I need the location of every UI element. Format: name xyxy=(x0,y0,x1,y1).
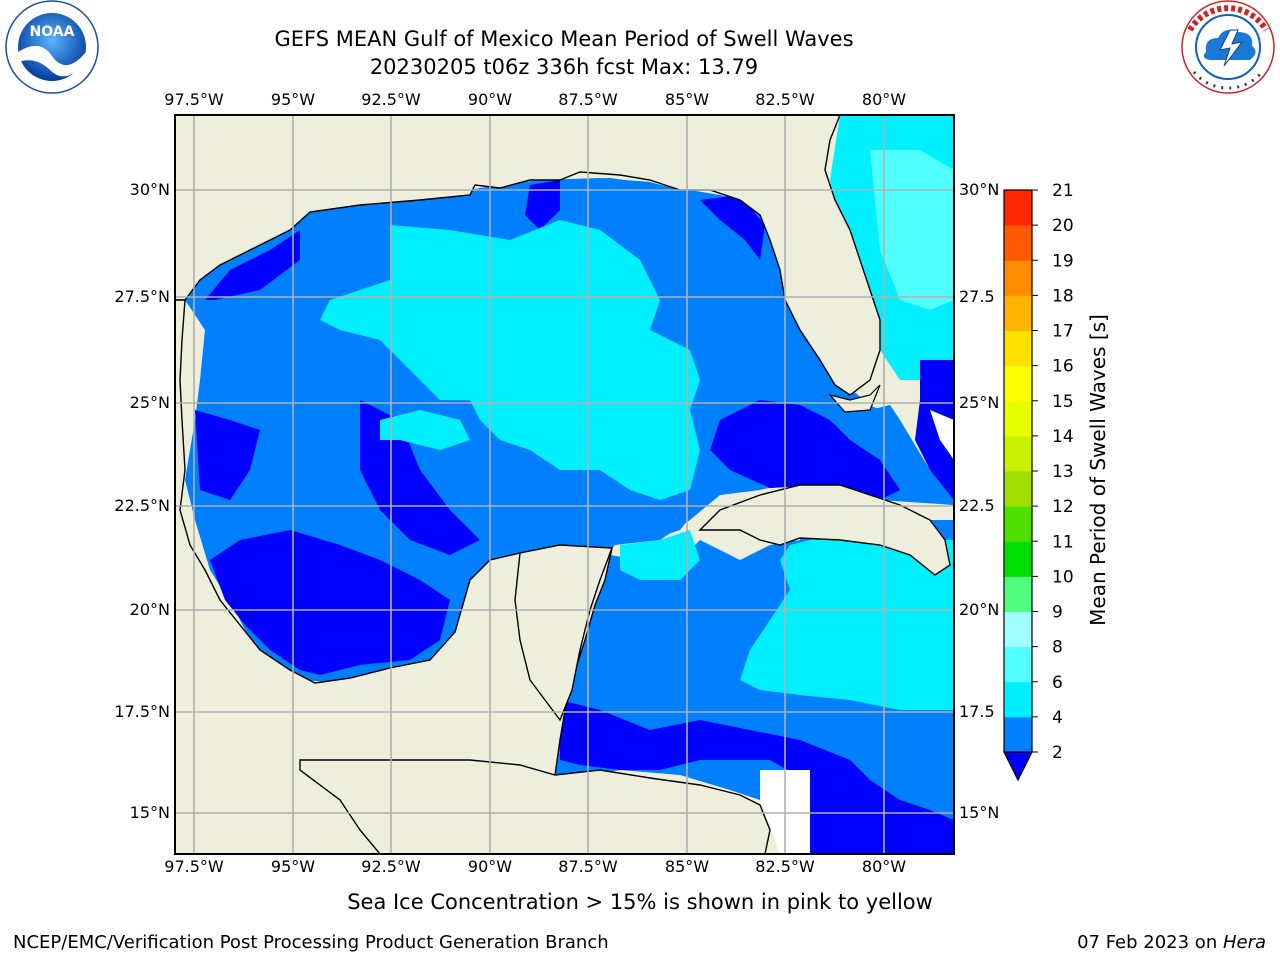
colorbar-tick-label: 20 xyxy=(1052,216,1074,236)
lon-label-top: 95°W xyxy=(270,90,316,109)
swell-dark-nw xyxy=(525,180,560,230)
noaa-logo: NOAA xyxy=(5,0,99,94)
colorbar: 2 4 6 8 9 10 11 12 13 14 15 16 17 18 19 20 21 xyxy=(1003,181,1074,782)
colorbar-tick-label: 12 xyxy=(1052,497,1074,517)
credit-date-text: 07 Feb 2023 on xyxy=(1077,932,1223,953)
swell-cyan-caribbean xyxy=(740,530,954,710)
lon-label-top: 92.5°W xyxy=(361,90,421,109)
lat-label-right: 20°N xyxy=(959,600,1000,619)
nws-logo xyxy=(1181,0,1275,94)
lat-label-left: 27.5°N xyxy=(114,287,170,306)
colorbar-tick-label: 10 xyxy=(1052,567,1074,587)
map-plot-area xyxy=(175,115,954,854)
colorbar-segment xyxy=(1004,471,1032,507)
lon-label-top: 82.5°W xyxy=(755,90,815,109)
lat-label-right: 17.5 xyxy=(959,702,995,721)
lat-label-right: 25°N xyxy=(959,393,1000,412)
colorbar-segment xyxy=(1004,435,1032,472)
lat-label-left: 17.5°N xyxy=(114,702,170,721)
colorbar-tick-label: 13 xyxy=(1052,462,1074,482)
lat-label-right: 15°N xyxy=(959,803,1000,822)
lon-label-bottom: 85°W xyxy=(664,857,710,876)
colorbar-tick-label: 17 xyxy=(1052,322,1074,342)
lon-label-top: 85°W xyxy=(664,90,710,109)
swell-cyan-central xyxy=(320,220,700,500)
lon-label-bottom: 87.5°W xyxy=(558,857,618,876)
colorbar-segment xyxy=(1004,365,1032,402)
lat-label-left: 15°N xyxy=(129,803,170,822)
lon-label-bottom: 90°W xyxy=(467,857,513,876)
colorbar-segment xyxy=(1004,681,1032,718)
colorbar-segment xyxy=(1004,330,1032,367)
lat-label-right: 30°N xyxy=(959,180,1000,199)
colorbar-tick-label: 11 xyxy=(1052,532,1074,552)
colorbar-tick-label: 14 xyxy=(1052,427,1074,447)
colorbar-tick-label: 15 xyxy=(1052,392,1074,412)
colorbar-tick-label: 16 xyxy=(1052,357,1074,377)
chart-subtitle: 20230205 t06z 336h fcst Max: 13.79 xyxy=(369,55,759,79)
lat-label-left: 30°N xyxy=(129,180,170,199)
lon-label-top: 90°W xyxy=(467,90,513,109)
colorbar-segment xyxy=(1004,611,1032,648)
sea-ice-note: Sea Ice Concentration > 15% is shown in … xyxy=(347,890,933,914)
colorbar-tick-label: 19 xyxy=(1052,251,1074,271)
swell-dark-east xyxy=(710,400,900,500)
chart-title: GEFS MEAN Gulf of Mexico Mean Period of … xyxy=(274,27,854,51)
unmasked-area-keys xyxy=(930,410,954,460)
swell-dark-caribbean-south xyxy=(805,780,954,854)
colorbar-segment xyxy=(1004,576,1032,612)
colorbar-segment xyxy=(1004,716,1032,753)
land-florida-keys xyxy=(828,384,881,413)
lon-label-top: 87.5°W xyxy=(558,90,618,109)
colorbar-tick-label: 9 xyxy=(1052,603,1063,623)
colorbar-segment xyxy=(1004,400,1032,437)
colorbar-tick-label: 21 xyxy=(1052,181,1074,201)
lat-label-left: 25°N xyxy=(129,393,170,412)
credit-host: Hera xyxy=(1222,932,1266,953)
colorbar-segment xyxy=(1004,646,1032,683)
colorbar-tick-label: 8 xyxy=(1052,638,1063,658)
lon-label-bottom: 82.5°W xyxy=(755,857,815,876)
swell-cyan-south xyxy=(380,410,470,450)
lon-label-bottom: 97.5°W xyxy=(164,857,224,876)
swell-atlantic-dark xyxy=(915,360,954,500)
colorbar-under-arrow xyxy=(1003,751,1033,782)
gridlines xyxy=(175,115,954,854)
colorbar-tick-label: 18 xyxy=(1052,286,1074,306)
lon-label-top: 97.5°W xyxy=(164,90,224,109)
colorbar-segment xyxy=(1004,225,1032,261)
colorbar-segment xyxy=(1004,506,1032,542)
lon-label-bottom: 80°W xyxy=(861,857,907,876)
land-central-america xyxy=(299,759,771,854)
swell-dark-south xyxy=(210,530,450,675)
map-frame xyxy=(174,114,955,855)
lon-label-top: 80°W xyxy=(861,90,907,109)
credit-date: 07 Feb 2023 on Hera xyxy=(1077,932,1266,953)
colorbar-segment xyxy=(1004,260,1032,296)
lon-label-bottom: 95°W xyxy=(270,857,316,876)
colorbar-label: Mean Period of Swell Waves [s] xyxy=(1086,314,1110,626)
swell-cyan-yucatan xyxy=(620,530,700,580)
credit-branch: NCEP/EMC/Verification Post Processing Pr… xyxy=(13,932,609,953)
lat-label-left: 22.5°N xyxy=(114,496,170,515)
lat-label-right: 22.5 xyxy=(959,496,995,515)
colorbar-tick-label: 2 xyxy=(1052,743,1063,763)
colorbar-segment xyxy=(1004,190,1032,226)
land-cuba xyxy=(698,484,951,576)
lon-label-bottom: 92.5°W xyxy=(361,857,421,876)
swell-dark-west xyxy=(205,230,300,300)
noaa-logo-text: NOAA xyxy=(30,24,75,40)
swell-dark-sw xyxy=(195,410,260,500)
colorbar-segment xyxy=(1004,295,1032,331)
colorbar-tick-label: 4 xyxy=(1052,708,1063,728)
colorbar-tick-label: 6 xyxy=(1052,673,1063,693)
colorbar-segment xyxy=(1004,541,1032,577)
land-us-south xyxy=(175,115,881,396)
lat-label-right: 27.5 xyxy=(959,287,995,306)
swell-dark-ne xyxy=(700,195,765,260)
lat-label-left: 20°N xyxy=(129,600,170,619)
